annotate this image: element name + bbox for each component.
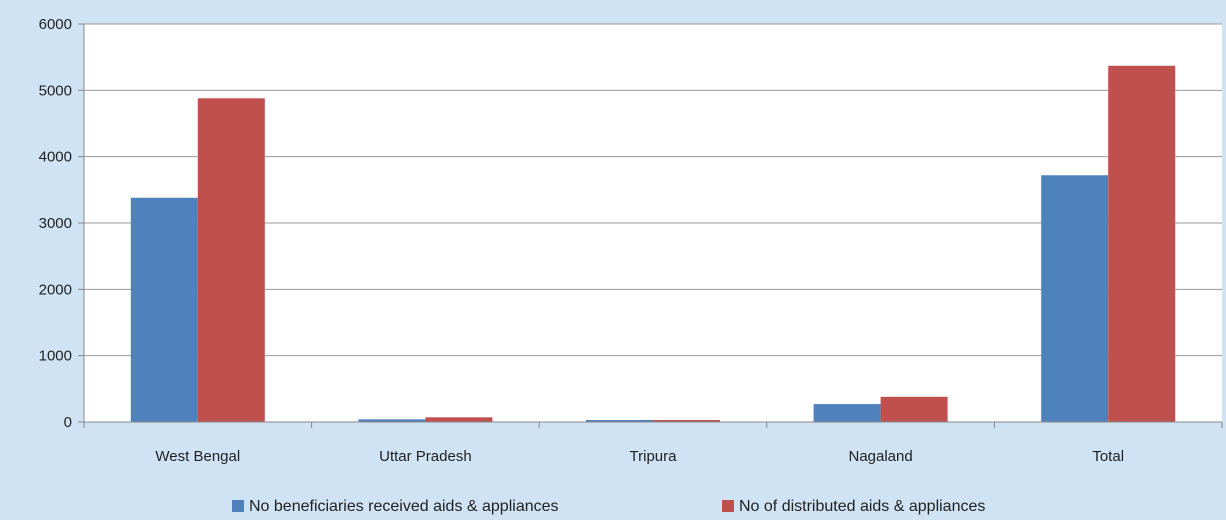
legend-label-beneficiaries: No beneficiaries received aids & applian… (249, 498, 559, 515)
y-tick-label: 4000 (39, 149, 72, 166)
bar-distributed (653, 420, 720, 422)
bar-distributed (880, 396, 948, 422)
bar-distributed (197, 98, 265, 422)
gridlines (84, 23, 1222, 357)
y-tick-label: 2000 (39, 281, 72, 298)
x-tick-label: Uttar Pradesh (379, 448, 472, 465)
bar-beneficiaries (813, 404, 881, 422)
legend: No beneficiaries received aids & applian… (232, 498, 985, 515)
bar-beneficiaries (130, 197, 198, 422)
y-tick-label: 3000 (39, 215, 72, 232)
axes (78, 23, 1223, 428)
bar-beneficiaries (1041, 175, 1109, 422)
bar-beneficiaries (358, 419, 426, 422)
x-tick-label: Total (1092, 448, 1124, 465)
y-tick-label: 5000 (39, 82, 72, 99)
legend-label-distributed: No of distributed aids & appliances (739, 498, 985, 515)
legend-swatch-distributed (722, 500, 734, 512)
x-tick-label: Nagaland (848, 448, 912, 465)
legend-swatch-beneficiaries (232, 500, 244, 512)
bar-distributed (425, 417, 493, 422)
y-tick-label: 1000 (39, 348, 72, 365)
bars (130, 65, 1176, 422)
bar-distributed (1108, 65, 1176, 422)
x-tick-labels: West Bengal Uttar Pradesh Tripura Nagaland T… (155, 448, 1124, 465)
x-tick-label: West Bengal (155, 448, 240, 465)
y-tick-label: 6000 (39, 16, 72, 33)
x-tick-label: Tripura (630, 448, 678, 465)
y-tick-label: 0 (64, 414, 72, 431)
y-tick-labels: 0 1000 2000 3000 4000 5000 6000 (39, 16, 72, 431)
bar-beneficiaries (586, 420, 653, 422)
